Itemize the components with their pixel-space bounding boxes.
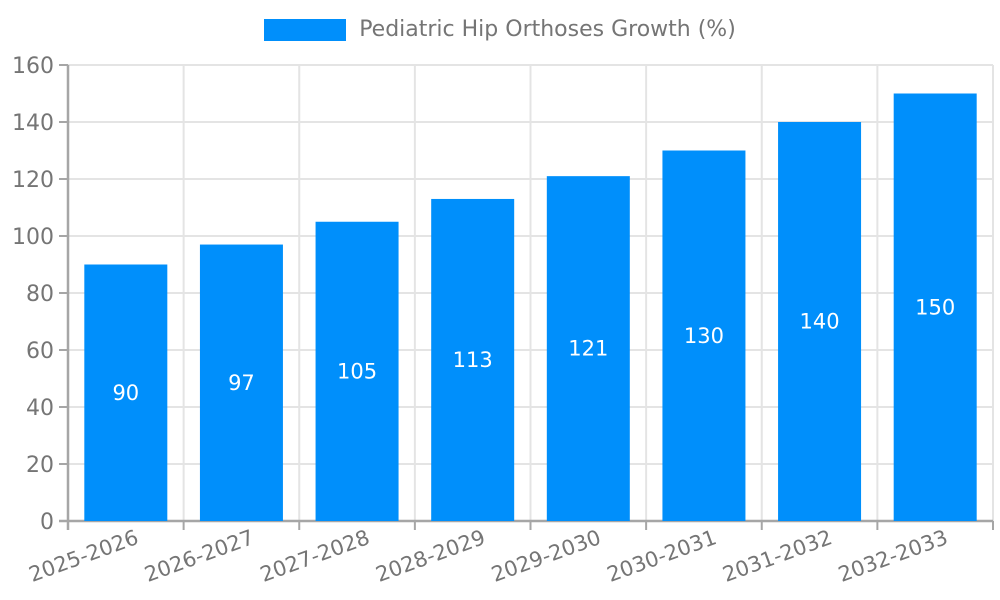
y-tick-label: 80 [26,282,54,307]
y-tick-label: 0 [40,510,54,535]
y-tick-label: 100 [12,225,54,250]
x-tick-label: 2032-2033 [835,525,951,587]
bar-value-label: 121 [568,337,608,361]
x-tick-label: 2027-2028 [257,525,373,587]
bar-value-label: 113 [453,348,493,372]
bar [662,150,746,521]
x-tick-label: 2031-2032 [719,525,835,587]
bar [778,122,862,521]
bar-value-label: 130 [684,324,724,348]
y-tick-label: 160 [12,54,54,79]
bar [546,176,630,521]
bar-value-label: 140 [800,310,840,334]
y-tick-label: 120 [12,168,54,193]
bar-value-label: 90 [112,381,139,405]
legend-swatch [264,19,347,41]
bar-value-label: 105 [337,359,377,383]
y-tick-label: 20 [26,453,54,478]
x-tick-label: 2026-2027 [141,525,257,587]
bar [84,264,168,521]
bar [893,93,977,521]
x-tick-label: 2028-2029 [373,525,489,587]
y-tick-label: 140 [12,111,54,136]
bar [315,221,399,521]
bar-value-label: 150 [915,295,955,319]
y-tick-label: 40 [26,396,54,421]
legend: Pediatric Hip Orthoses Growth (%) [0,19,1000,41]
y-tick-label: 60 [26,339,54,364]
bar-value-label: 97 [228,371,255,395]
bar [199,244,283,522]
x-tick-label: 2029-2030 [488,525,604,587]
bar [431,198,515,521]
x-tick-label: 2030-2031 [604,525,720,587]
legend-label: Pediatric Hip Orthoses Growth (%) [359,17,736,42]
